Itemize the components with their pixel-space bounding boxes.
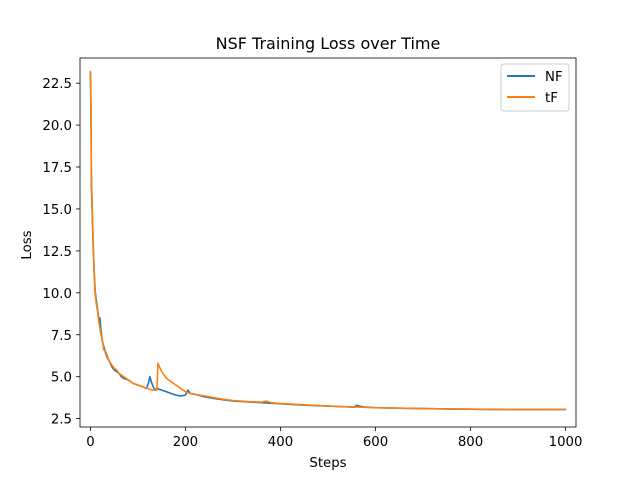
x-tick-label: 200 — [173, 435, 198, 450]
x-tick-label: 800 — [458, 435, 483, 450]
y-tick-label: 15.0 — [42, 203, 72, 218]
y-tick-label: 17.5 — [42, 161, 72, 176]
y-tick-label: 7.5 — [51, 329, 72, 344]
legend-label-tf: tF — [545, 91, 558, 106]
y-tick-label: 22.5 — [42, 77, 72, 92]
series-line-nf — [89, 72, 567, 411]
y-tick-label: 20.0 — [42, 119, 72, 134]
plot-frame — [79, 57, 577, 428]
legend-label-nf: NF — [545, 70, 563, 85]
series-layer — [89, 70, 567, 411]
y-axis-label: Loss — [20, 230, 35, 259]
series-line-tf — [89, 70, 567, 411]
x-tick-label: 1000 — [549, 435, 583, 450]
x-tick-label: 400 — [268, 435, 293, 450]
x-axis-label: Steps — [309, 456, 346, 471]
y-tick-label: 2.5 — [51, 413, 72, 428]
y-tick-label: 10.0 — [42, 287, 72, 302]
axes-layer: 0 200 400 600 800 1000 2.5 5.0 7.5 10.0 12.5 15.0 17… — [42, 57, 583, 450]
chart-title: NSF Training Loss over Time — [216, 34, 441, 53]
x-tick-label: 0 — [86, 435, 94, 450]
x-tick-label: 600 — [363, 435, 388, 450]
legend: NF tF — [500, 63, 570, 112]
y-tick-label: 12.5 — [42, 245, 72, 260]
y-tick-label: 5.0 — [51, 371, 72, 386]
